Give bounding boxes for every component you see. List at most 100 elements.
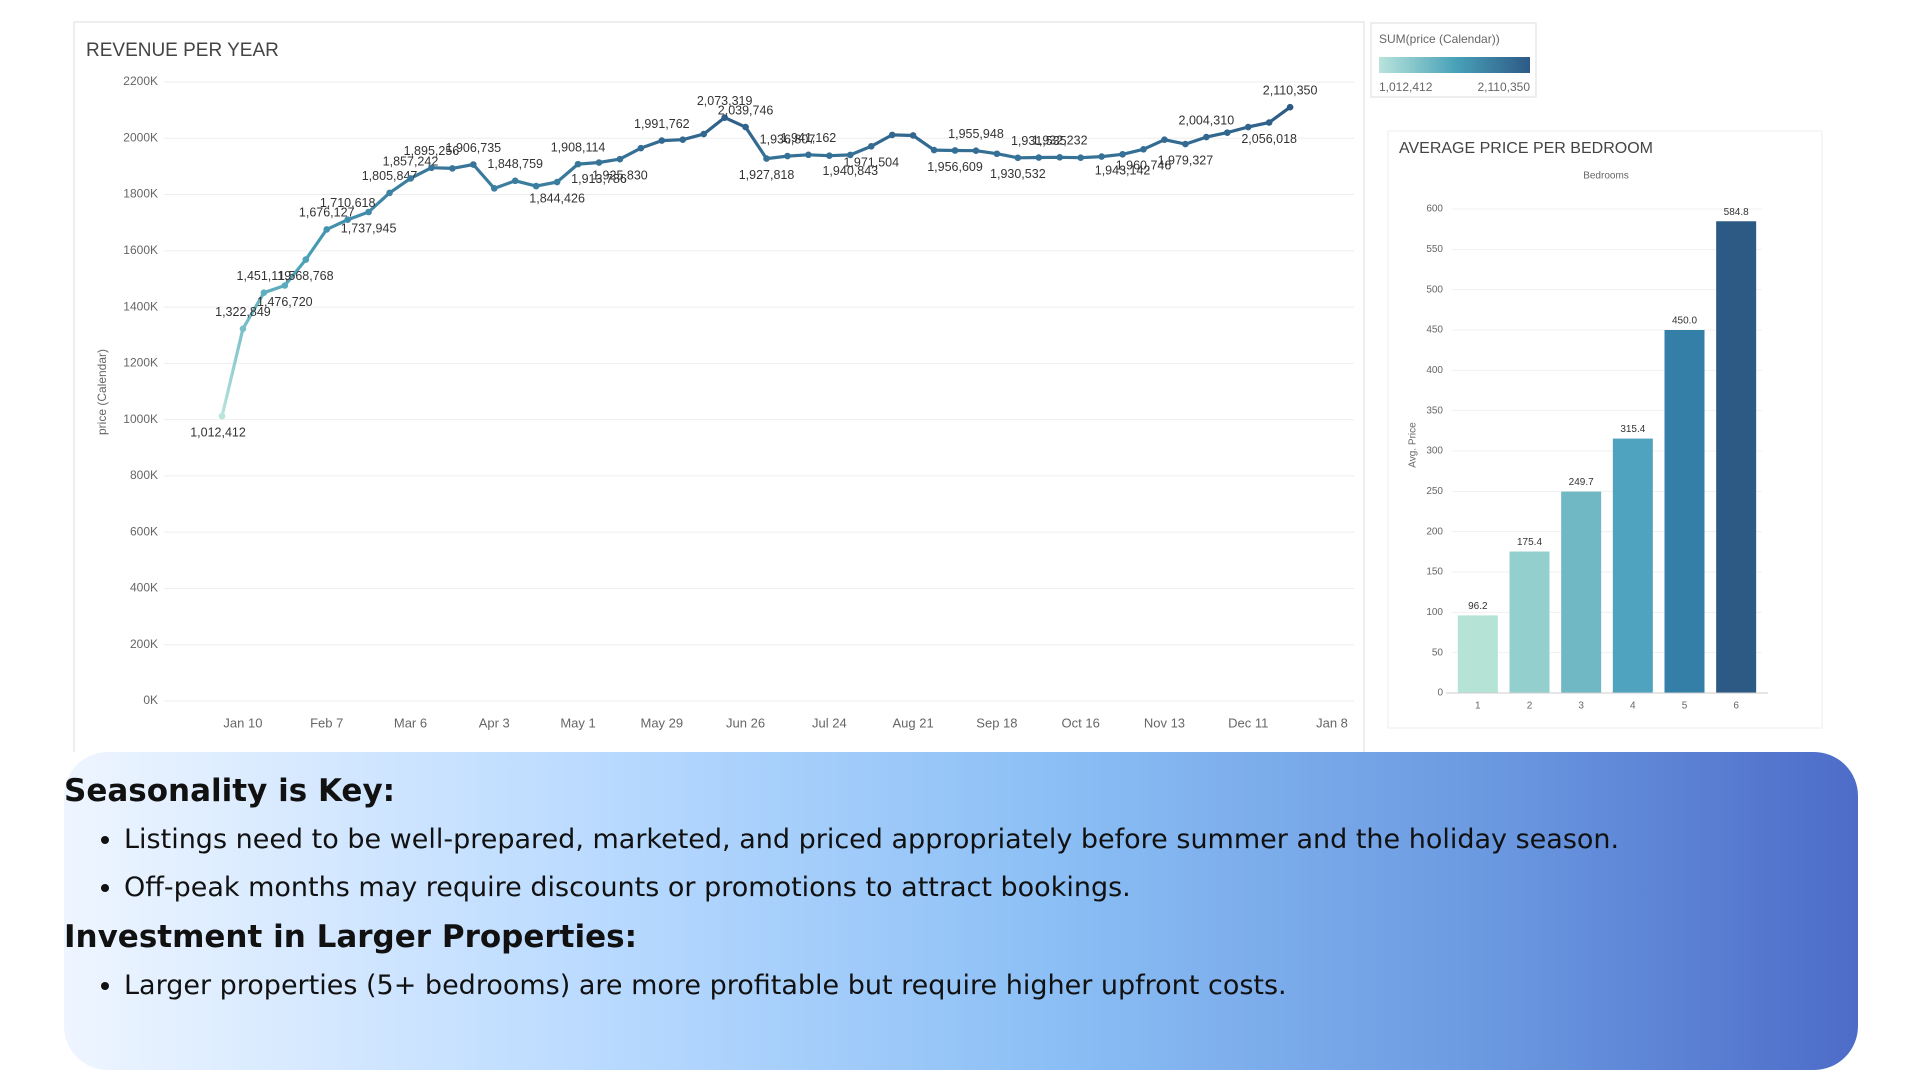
bar <box>1664 330 1705 693</box>
data-label: 1,943,142 <box>1095 164 1151 178</box>
point <box>909 132 917 139</box>
x-tick-label: 1 <box>1475 701 1481 712</box>
point <box>1265 119 1273 126</box>
notes-content: Seasonality is Key: Listings need to be w… <box>64 752 1858 1010</box>
data-label: 175.4 <box>1517 537 1542 548</box>
data-label: 1,710,618 <box>320 196 376 210</box>
y-tick-label: 800K <box>130 468 158 482</box>
y-tick-label: 0 <box>1437 688 1443 699</box>
y-tick-label: 150 <box>1426 567 1443 578</box>
point <box>574 160 582 168</box>
y-tick-label: 300 <box>1426 446 1443 457</box>
note-list: Larger properties (5+ bedrooms) are more… <box>64 962 1858 1010</box>
x-tick-label: Feb 7 <box>310 715 343 730</box>
data-label: 1,936,807 <box>760 132 816 146</box>
x-tick-label: 5 <box>1682 701 1688 712</box>
bar <box>1716 221 1757 693</box>
point <box>930 146 938 154</box>
data-label: 1,012,412 <box>190 425 246 439</box>
y-tick-label: 350 <box>1426 405 1443 416</box>
point <box>344 216 351 223</box>
x-tick-label: 2 <box>1527 701 1533 712</box>
x-tick-label: Dec 11 <box>1228 715 1268 730</box>
point <box>323 226 331 233</box>
point <box>993 150 1001 158</box>
data-label: 1,805,847 <box>362 169 418 183</box>
data-label: 1,925,830 <box>592 168 648 182</box>
data-label: 249.7 <box>1569 477 1594 488</box>
point <box>784 152 791 160</box>
point <box>1098 153 1105 160</box>
data-label: 1,960,746 <box>1116 159 1172 173</box>
y-tick-label: 550 <box>1426 244 1443 255</box>
point <box>721 114 728 121</box>
y-tick-label: 200K <box>130 637 158 651</box>
charts: REVENUE PER YEAR price (Calendar) SUM(pr… <box>73 21 1823 752</box>
bar-subtitle: Bedrooms <box>1583 171 1629 182</box>
note-heading: Seasonality is Key: <box>64 773 396 809</box>
point <box>1056 154 1064 161</box>
y-tick-label: 400 <box>1426 365 1443 376</box>
data-label: 1,908,114 <box>551 140 606 154</box>
y-tick-label: 1200K <box>123 356 158 370</box>
point <box>407 175 414 182</box>
point <box>1244 123 1252 131</box>
bar <box>1612 438 1653 693</box>
data-label: 2,056,018 <box>1241 132 1297 146</box>
point <box>239 325 247 333</box>
y-tick-label: 1400K <box>123 299 158 313</box>
data-label: 2,039,746 <box>718 103 774 117</box>
point <box>658 137 666 144</box>
data-label: 450.0 <box>1672 316 1697 327</box>
y-tick-label: 450 <box>1426 325 1443 336</box>
data-label: 1,932,232 <box>1032 134 1088 148</box>
y-tick-label: 200 <box>1426 526 1443 537</box>
point <box>679 136 687 143</box>
point <box>490 185 498 192</box>
x-tick-label: Oct 16 <box>1062 715 1100 730</box>
x-tick-label: Jul 24 <box>812 715 847 730</box>
point <box>763 155 770 162</box>
legend-color-bar <box>1379 57 1530 73</box>
point <box>1119 150 1126 158</box>
data-label: 1,930,532 <box>990 167 1046 181</box>
x-tick-label: 3 <box>1578 701 1584 712</box>
point <box>260 289 268 297</box>
data-label: 1,322,849 <box>215 305 271 319</box>
point <box>218 412 226 420</box>
data-label: 1,931,535 <box>1011 134 1067 148</box>
data-label: 1,476,720 <box>257 295 313 309</box>
data-label: 584.8 <box>1724 207 1749 218</box>
point <box>1077 154 1084 161</box>
point <box>867 142 875 150</box>
point <box>553 178 561 186</box>
bar-panel <box>1387 130 1823 729</box>
point <box>1140 146 1147 153</box>
point <box>888 131 896 139</box>
data-label: 1,913,786 <box>571 172 627 186</box>
legend-title: SUM(price (Calendar)) <box>1379 32 1500 46</box>
point <box>595 159 603 166</box>
x-tick-label: 4 <box>1630 701 1636 712</box>
legend-max: 2,110,350 <box>1478 80 1531 94</box>
data-label: 1,927,818 <box>739 168 795 182</box>
y-tick-label: 2200K <box>123 74 158 88</box>
bar <box>1457 615 1498 693</box>
y-tick-label: 500 <box>1426 284 1443 295</box>
data-label: 1,848,759 <box>487 157 543 171</box>
point <box>1203 133 1210 141</box>
data-label: 1,676,127 <box>299 206 355 220</box>
y-tick-label: 50 <box>1432 647 1444 658</box>
point <box>302 256 310 263</box>
point <box>1014 154 1022 162</box>
data-label: 1,956,609 <box>927 160 983 174</box>
y-axis-label: price (Calendar) <box>95 349 109 435</box>
x-tick-label: Mar 6 <box>394 715 427 730</box>
bar <box>1509 551 1550 693</box>
y-tick-label: 1800K <box>123 187 158 201</box>
x-tick-label: Jan 8 <box>1316 715 1348 730</box>
data-label: 96.2 <box>1468 601 1488 612</box>
note-bullet: Larger properties (5+ bedrooms) are more… <box>124 962 1858 1010</box>
x-tick-label: Sep 18 <box>976 715 1017 730</box>
